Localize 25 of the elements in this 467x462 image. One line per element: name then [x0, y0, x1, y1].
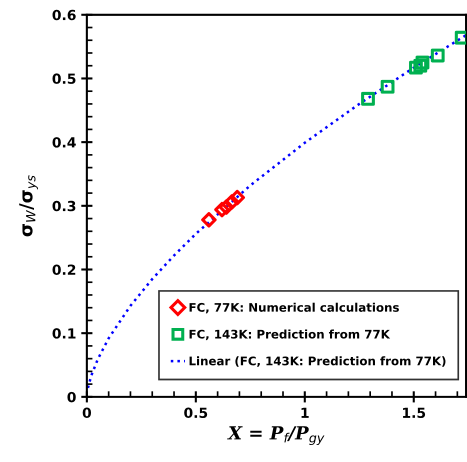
point: [229, 190, 245, 206]
point: [409, 60, 423, 75]
point: [214, 202, 230, 218]
point: [413, 58, 428, 73]
y-tick-label: 0.4: [52, 137, 76, 148]
legend-label: FC, 143K: Prediction from 77K: [190, 329, 390, 340]
y-axis-title: σ$_{W}$/σ$_{ys}$: [19, 175, 38, 236]
x-tick-label: 0.5: [184, 408, 208, 418]
legend-label: FC, 77K: Numerical calculations: [190, 302, 399, 314]
point: [380, 80, 395, 94]
y-tick-label: 0.3: [52, 200, 76, 212]
x-tick-label: 1.5: [403, 408, 426, 418]
y-tick-label: 0.2: [52, 264, 76, 275]
x-tick-label: 1: [302, 408, 309, 418]
y-tick-label: 0.5: [52, 73, 76, 84]
y-tick-label: 0: [67, 392, 76, 402]
legend-label: Linear (FC, 143K: Prediction from 77K): [190, 356, 446, 367]
point: [361, 92, 375, 106]
y-tick-label: 0.6: [52, 10, 76, 20]
y-tick-label: 0.1: [52, 328, 76, 339]
point: [430, 48, 445, 62]
point: [416, 56, 430, 70]
point: [201, 212, 217, 228]
x-axis-title: X = P$_{f}$/P$_{gy}$: [227, 426, 324, 446]
x-tick-label: 0: [82, 408, 92, 418]
